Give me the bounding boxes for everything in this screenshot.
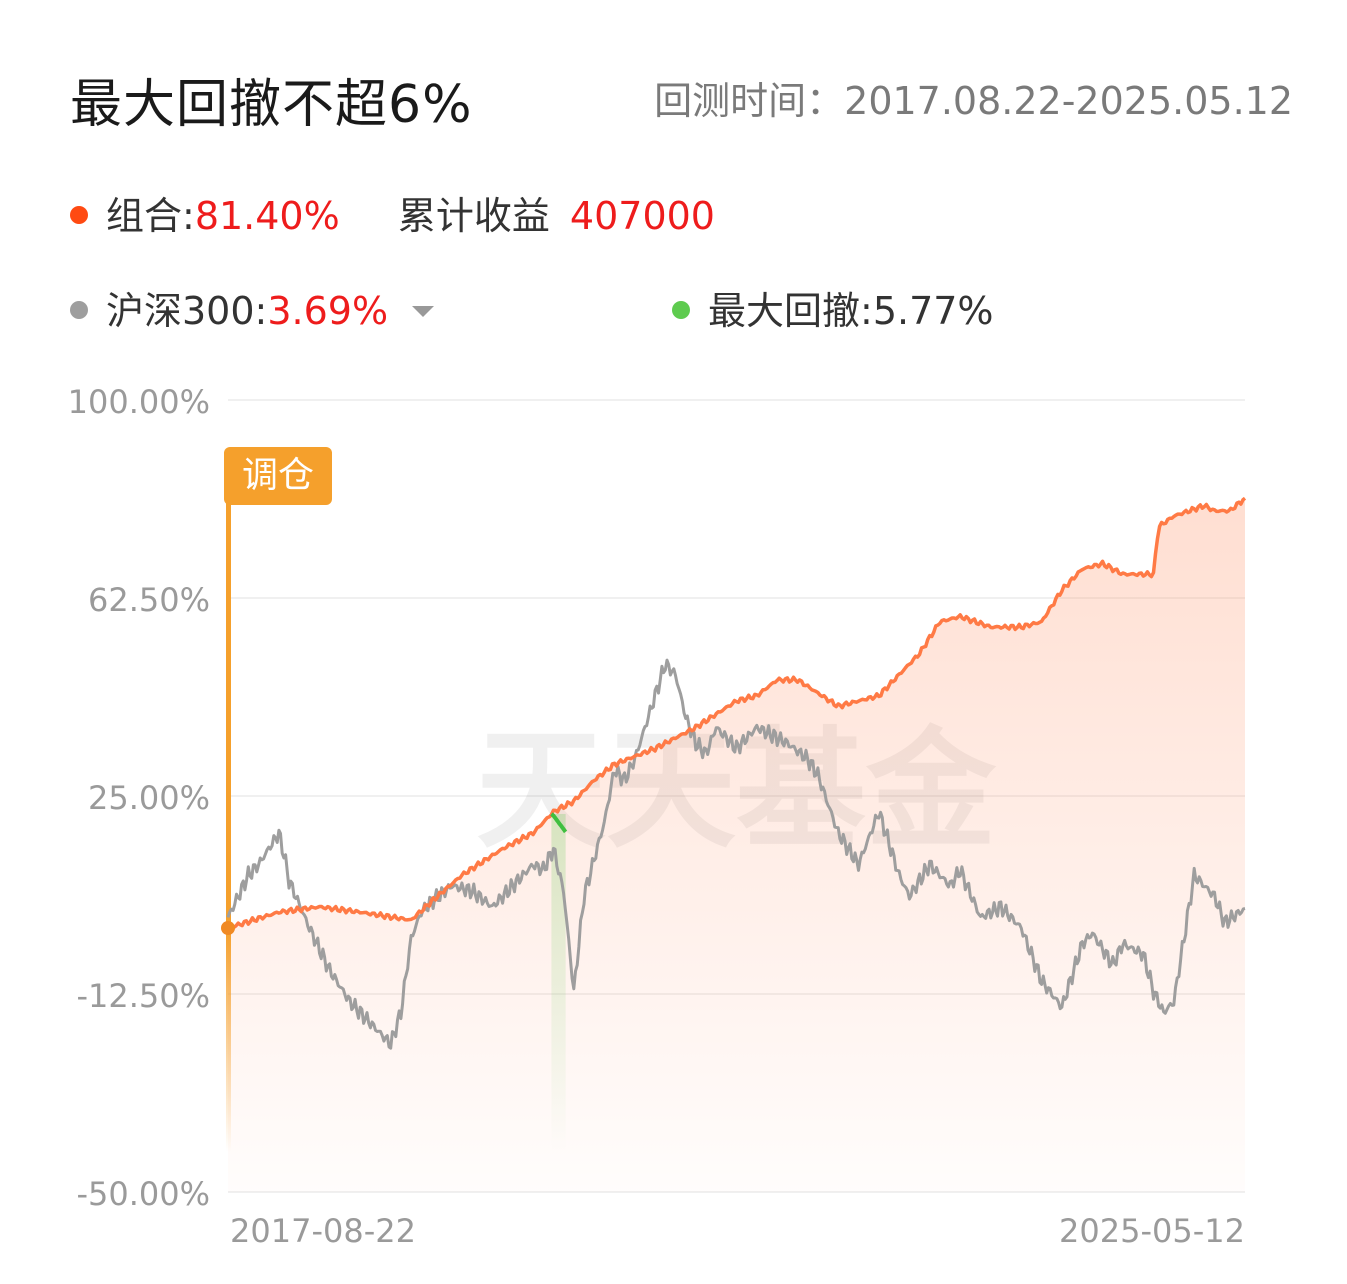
rebalance-badge[interactable]: 调仓 bbox=[224, 447, 332, 505]
y-tick-label: -12.50% bbox=[76, 977, 210, 1015]
max-drawdown-value: 5.77% bbox=[872, 289, 994, 333]
period-label: 回测时间： bbox=[654, 79, 845, 123]
drawdown-band bbox=[551, 813, 566, 1152]
legend-row-benchmark[interactable]: 沪深300:3.69% bbox=[70, 280, 435, 335]
legend-row-max-drawdown: 最大回撤:5.77% bbox=[672, 280, 994, 335]
y-tick-label: -50.00% bbox=[76, 1175, 210, 1213]
rebalance-line bbox=[226, 500, 231, 928]
y-axis-ticks: 100.00% 62.50% 25.00% -12.50% -50.00% bbox=[68, 383, 210, 1213]
portfolio-area bbox=[228, 498, 1245, 1192]
portfolio-dot-icon bbox=[70, 205, 88, 224]
legend-row-portfolio: 组合:81.40% 累计收益 407000 bbox=[70, 185, 715, 240]
rebalance-line-fade bbox=[226, 928, 231, 1152]
cumulative-label: 累计收益 bbox=[397, 194, 550, 238]
x-tick-label: 2017-08-22 bbox=[230, 1212, 416, 1250]
x-tick-label: 2025-05-12 bbox=[1059, 1212, 1245, 1250]
benchmark-value: 3.69% bbox=[267, 289, 389, 333]
x-axis-ticks: 2017-08-22 2025-05-12 bbox=[230, 1212, 1245, 1250]
series-line-benchmark bbox=[226, 658, 1246, 1050]
portfolio-value: 81.40% bbox=[194, 194, 340, 238]
start-point bbox=[221, 921, 235, 935]
period-value: 2017.08.22-2025.05.12 bbox=[844, 79, 1293, 123]
return-chart[interactable]: 100.00%62.50%25.00%-12.50%-50.00% 天天基金 2… bbox=[0, 380, 1347, 1260]
y-tick-label: 100.00% bbox=[68, 383, 210, 421]
y-tick-label: 25.00% bbox=[88, 779, 210, 817]
page-title: 最大回撤不超6% bbox=[70, 75, 473, 135]
benchmark-dot-icon bbox=[70, 300, 88, 319]
cumulative-value: 407000 bbox=[569, 194, 715, 238]
series-line-portfolio bbox=[227, 496, 1247, 930]
portfolio-label: 组合: bbox=[106, 194, 195, 238]
drawdown-segment bbox=[550, 812, 568, 834]
backtest-period: 回测时间：2017.08.22-2025.05.12 bbox=[654, 70, 1293, 125]
y-tick-label: 62.50% bbox=[88, 581, 210, 619]
benchmark-label: 沪深300: bbox=[106, 289, 268, 333]
max-drawdown-label: 最大回撤: bbox=[708, 289, 873, 333]
caret-down-icon[interactable] bbox=[412, 306, 435, 317]
drawdown-dot-icon bbox=[672, 300, 690, 319]
